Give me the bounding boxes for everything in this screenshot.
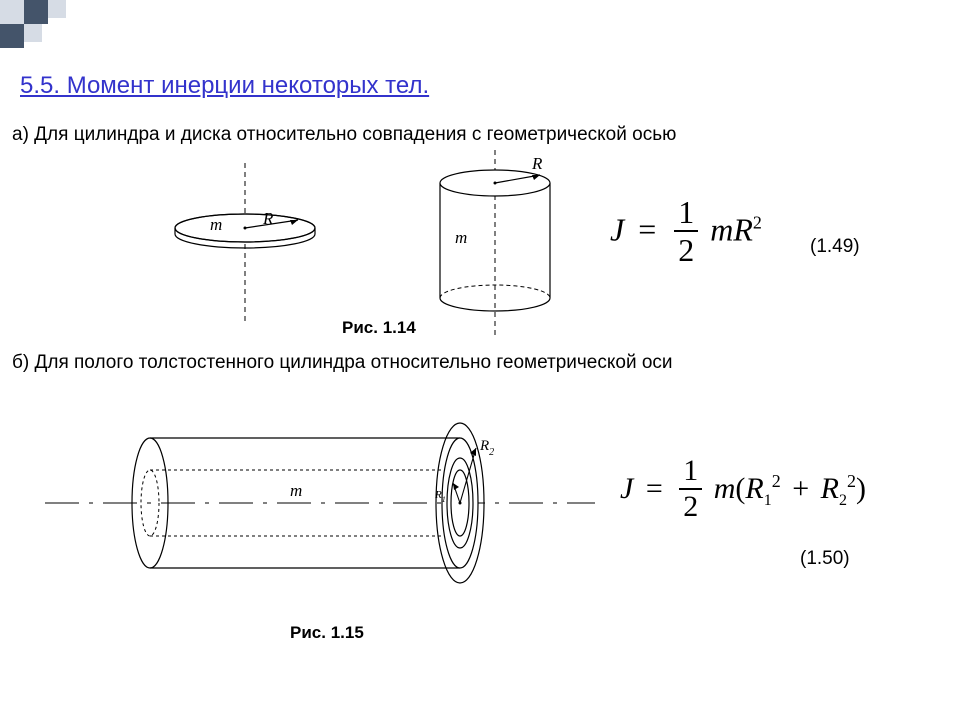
cyl-label-R: R <box>531 154 543 173</box>
decor-square <box>0 24 24 48</box>
cylinder-diagram: R m <box>410 148 580 338</box>
eqnum-1-50: (1.50) <box>800 548 850 570</box>
hollow-label-m: m <box>290 481 302 500</box>
eqnum-1-49: (1.49) <box>810 236 860 258</box>
equation-1-50: J = 1 2 m(R12 + R22) <box>620 458 866 524</box>
decor-square <box>48 0 66 18</box>
item-b-text: б) Для полого толстостенного цилиндра от… <box>12 352 673 374</box>
fig1-caption: Рис. 1.14 <box>342 318 416 338</box>
hollow-cylinder-diagram: R2 R1 m <box>40 388 600 618</box>
disk-label-m: m <box>210 215 222 234</box>
decor-square <box>0 0 24 24</box>
label-R2: R2 <box>479 438 494 458</box>
figure-1-area: m R R m J = 1 2 mR2 (1.49) Рис. 1.14 <box>150 158 910 348</box>
figure-2-area: R2 R1 m J = 1 2 m(R12 + R22) (1.50) Рис.… <box>40 388 940 678</box>
section-title: 5.5. Момент инерции некоторых тел. <box>20 72 429 100</box>
decor-square <box>24 24 42 42</box>
fig2-caption: Рис. 1.15 <box>290 623 364 643</box>
equation-1-49: J = 1 2 mR2 <box>610 198 762 268</box>
disk-label-R: R <box>262 209 274 228</box>
decor-square <box>24 0 48 24</box>
cyl-label-m: m <box>455 228 467 247</box>
item-a-text: а) Для цилиндра и диска относительно сов… <box>12 124 676 146</box>
disk-diagram: m R <box>150 158 330 328</box>
